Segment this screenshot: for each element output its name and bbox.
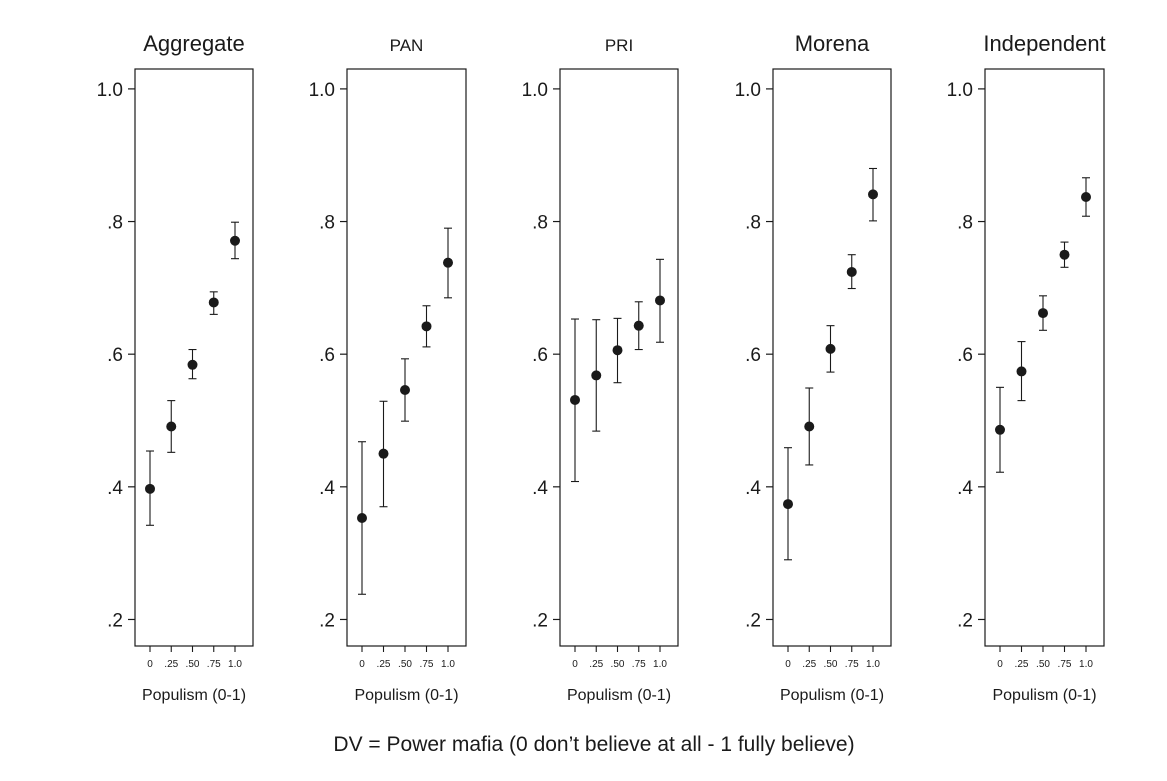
y-tick-label: .2 — [532, 610, 548, 631]
data-point — [570, 394, 580, 405]
data-point — [357, 512, 367, 523]
data-point — [1016, 366, 1027, 377]
panel-title: Morena — [795, 31, 870, 56]
figure-caption: DV = Power mafia (0 don’t believe at all… — [333, 733, 854, 756]
panel-title: PAN — [390, 36, 424, 55]
plot-frame — [559, 68, 679, 647]
x-tick-label: .50 — [824, 659, 838, 670]
data-point — [633, 320, 644, 331]
x-tick-label: .25 — [589, 659, 603, 670]
y-tick-label: .4 — [532, 478, 548, 499]
data-point — [783, 499, 793, 510]
x-axis-label: Populism (0-1) — [992, 687, 1096, 704]
y-tick-label: 1.0 — [522, 80, 548, 101]
data-point — [145, 483, 155, 494]
x-tick-label: 0 — [997, 659, 1003, 670]
plot-frame — [134, 68, 254, 647]
y-tick-label: .6 — [319, 345, 335, 366]
data-point — [421, 321, 432, 332]
data-point — [400, 384, 410, 395]
data-point — [591, 370, 602, 381]
plot-frame — [984, 68, 1105, 647]
x-tick-label: 0 — [147, 659, 153, 670]
x-tick-label: 0 — [359, 659, 365, 670]
x-tick-label: .75 — [1058, 659, 1072, 670]
y-tick-label: 1.0 — [947, 80, 973, 101]
data-point — [378, 448, 389, 459]
panel-title: PRI — [605, 36, 633, 55]
data-point — [443, 257, 453, 268]
y-tick-label: .4 — [745, 478, 761, 499]
y-tick-label: .4 — [319, 478, 335, 499]
data-point — [804, 421, 815, 432]
x-axis-label: Populism (0-1) — [780, 687, 884, 704]
y-tick-label: .2 — [107, 610, 123, 631]
x-tick-label: 1.0 — [1079, 659, 1093, 670]
x-tick-label: 1.0 — [866, 659, 880, 670]
y-tick-label: .8 — [745, 213, 761, 234]
x-axis-label: Populism (0-1) — [567, 687, 671, 704]
data-point — [995, 424, 1005, 435]
data-point — [1081, 192, 1091, 203]
panel-1: Aggregate 1.0 .8 .6 .4 .2 0 .25 .50 .75 1.0 Populis… — [97, 31, 254, 704]
y-tick-label: .6 — [957, 345, 973, 366]
y-tick-label: .8 — [107, 213, 123, 234]
panel-title: Independent — [983, 31, 1105, 56]
x-axis-label: Populism (0-1) — [354, 687, 458, 704]
x-tick-label: .50 — [611, 659, 625, 670]
y-tick-label: .8 — [957, 213, 973, 234]
y-tick-label: .2 — [957, 610, 973, 631]
x-tick-label: .75 — [207, 659, 221, 670]
x-tick-label: 1.0 — [441, 659, 455, 670]
panel-5: Independent 1.0 .8 .6 .4 .2 0 .25 .50 .75 1.0 Popul… — [947, 31, 1106, 704]
x-tick-label: 1.0 — [228, 659, 242, 670]
x-axis-label: Populism (0-1) — [142, 687, 246, 704]
y-tick-label: .4 — [957, 478, 973, 499]
y-tick-label: 1.0 — [735, 80, 761, 101]
data-point — [1038, 308, 1048, 319]
y-tick-label: .8 — [532, 213, 548, 234]
plot-frame — [346, 68, 467, 647]
x-tick-label: .25 — [164, 659, 178, 670]
y-tick-label: .8 — [319, 213, 335, 234]
data-point — [208, 297, 219, 308]
y-tick-label: .4 — [107, 478, 123, 499]
plot-frame — [772, 68, 892, 647]
panel-4: Morena 1.0 .8 .6 .4 .2 0 .25 .50 .75 1.0 Populism (… — [735, 31, 892, 704]
data-point — [1059, 249, 1070, 260]
y-tick-label: .2 — [319, 610, 335, 631]
y-tick-label: .2 — [745, 610, 761, 631]
data-point — [166, 421, 177, 432]
x-tick-label: .25 — [1015, 659, 1029, 670]
x-tick-label: .25 — [377, 659, 391, 670]
data-point — [230, 235, 240, 246]
data-point — [655, 295, 665, 306]
x-tick-label: 0 — [785, 659, 791, 670]
x-tick-label: 0 — [572, 659, 578, 670]
y-tick-label: .6 — [745, 345, 761, 366]
x-tick-label: .75 — [845, 659, 859, 670]
x-tick-label: 1.0 — [653, 659, 667, 670]
panel-3: PRI 1.0 .8 .6 .4 .2 0 .25 .50 .75 1.0 Populism (0-1… — [522, 36, 679, 704]
x-tick-label: .25 — [802, 659, 816, 670]
y-tick-label: 1.0 — [97, 80, 123, 101]
data-point — [868, 189, 878, 200]
data-point — [187, 359, 198, 370]
y-tick-label: .6 — [532, 345, 548, 366]
x-tick-label: .50 — [398, 659, 412, 670]
y-tick-label: .6 — [107, 345, 123, 366]
x-tick-label: .50 — [186, 659, 200, 670]
data-point — [612, 345, 623, 356]
x-tick-label: .75 — [632, 659, 646, 670]
y-tick-label: 1.0 — [309, 80, 335, 101]
x-tick-label: .50 — [1036, 659, 1050, 670]
data-point — [846, 266, 857, 277]
panel-2: PAN 1.0 .8 .6 .4 .2 0 .25 .50 .75 1.0 Populism (0-1… — [309, 36, 467, 704]
panel-title: Aggregate — [143, 31, 245, 56]
x-tick-label: .75 — [420, 659, 434, 670]
data-point — [825, 343, 836, 354]
